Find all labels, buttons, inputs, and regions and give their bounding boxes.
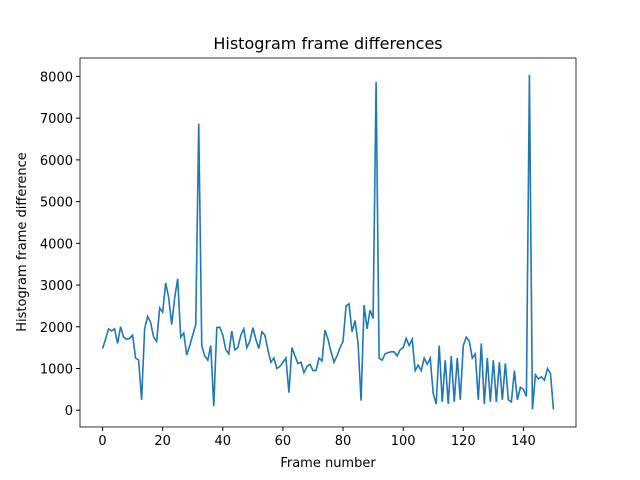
x-tick-label: 100 xyxy=(391,434,416,449)
x-axis-label: Frame number xyxy=(280,456,376,471)
plot-frame xyxy=(79,57,577,428)
chart-title: Histogram frame differences xyxy=(213,34,442,53)
x-tick-label: 80 xyxy=(335,434,352,449)
y-tick-label: 0 xyxy=(65,404,73,419)
y-tick-label: 4000 xyxy=(40,237,73,252)
y-tick-label: 1000 xyxy=(40,363,73,378)
x-tick-label: 20 xyxy=(154,434,171,449)
x-tick-label: 0 xyxy=(98,434,106,449)
y-tick-label: 5000 xyxy=(40,196,73,211)
x-tick-label: 140 xyxy=(511,434,536,449)
x-tick-label: 40 xyxy=(215,434,232,449)
data-line xyxy=(101,74,555,410)
y-tick-label: 8000 xyxy=(40,70,73,85)
y-axis-label: Histogram frame difference xyxy=(15,152,30,332)
y-tick-label: 3000 xyxy=(40,279,73,294)
y-tick-label: 2000 xyxy=(40,321,73,336)
y-tick-label: 7000 xyxy=(40,112,73,127)
x-tick-label: 120 xyxy=(451,434,476,449)
y-tick-label: 6000 xyxy=(40,154,73,169)
x-tick-label: 60 xyxy=(275,434,292,449)
